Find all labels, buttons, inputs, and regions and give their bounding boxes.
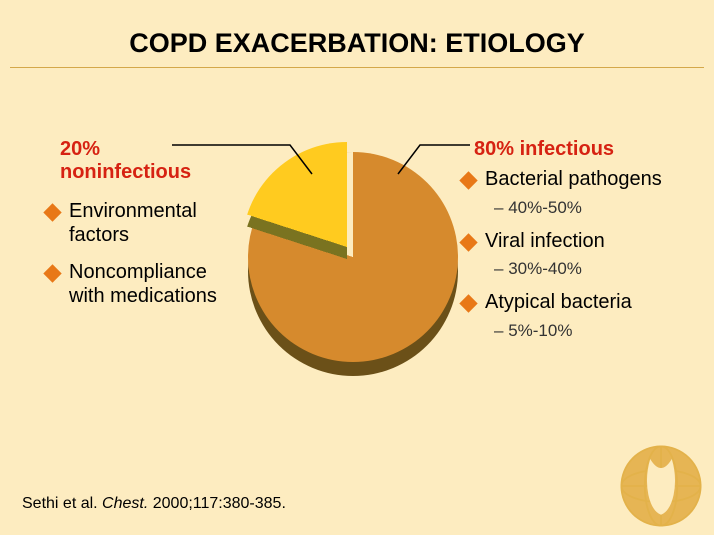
bullet-text: Environmental factors bbox=[69, 200, 236, 247]
globe-watermark-icon bbox=[616, 441, 706, 531]
bullet-text: Noncompliance with medications bbox=[69, 261, 236, 308]
citation-journal: Chest. bbox=[102, 495, 148, 512]
diamond-icon bbox=[43, 203, 61, 221]
citation: Sethi et al. Chest. 2000;117:380-385. bbox=[22, 495, 286, 513]
diamond-icon bbox=[43, 264, 61, 282]
sub-item: 5%-10% bbox=[494, 321, 682, 341]
sub-item: 30%-40% bbox=[494, 259, 682, 279]
list-item: Bacterial pathogens bbox=[462, 168, 682, 192]
list-item: Viral infection bbox=[462, 230, 682, 254]
bullet-text: Viral infection bbox=[485, 230, 605, 254]
bullet-text: Atypical bacteria bbox=[485, 291, 632, 315]
label-infectious: 80% infectious bbox=[474, 138, 614, 161]
diamond-icon bbox=[459, 171, 477, 189]
page-title: COPD EXACERBATION: ETIOLOGY bbox=[10, 0, 704, 68]
list-item: Noncompliance with medications bbox=[46, 261, 236, 308]
label-noninfectious: 20% noninfectious bbox=[60, 138, 220, 184]
list-item: Environmental factors bbox=[46, 200, 236, 247]
citation-prefix: Sethi et al. bbox=[22, 495, 102, 512]
list-item: Atypical bacteria bbox=[462, 291, 682, 315]
citation-suffix: 2000;117:380-385. bbox=[148, 495, 286, 512]
left-bullet-list: Environmental factors Noncompliance with… bbox=[46, 200, 236, 322]
sub-item: 40%-50% bbox=[494, 198, 682, 218]
diamond-icon bbox=[459, 294, 477, 312]
diamond-icon bbox=[459, 233, 477, 251]
right-bullet-list: Bacterial pathogens 40%-50% Viral infect… bbox=[462, 168, 682, 353]
chart-area: 20% noninfectious 80% infectious Environ… bbox=[0, 100, 714, 535]
bullet-text: Bacterial pathogens bbox=[485, 168, 662, 192]
label-noninfectious-text: noninfectious bbox=[60, 161, 191, 183]
label-noninfectious-pct: 20% bbox=[60, 138, 100, 160]
